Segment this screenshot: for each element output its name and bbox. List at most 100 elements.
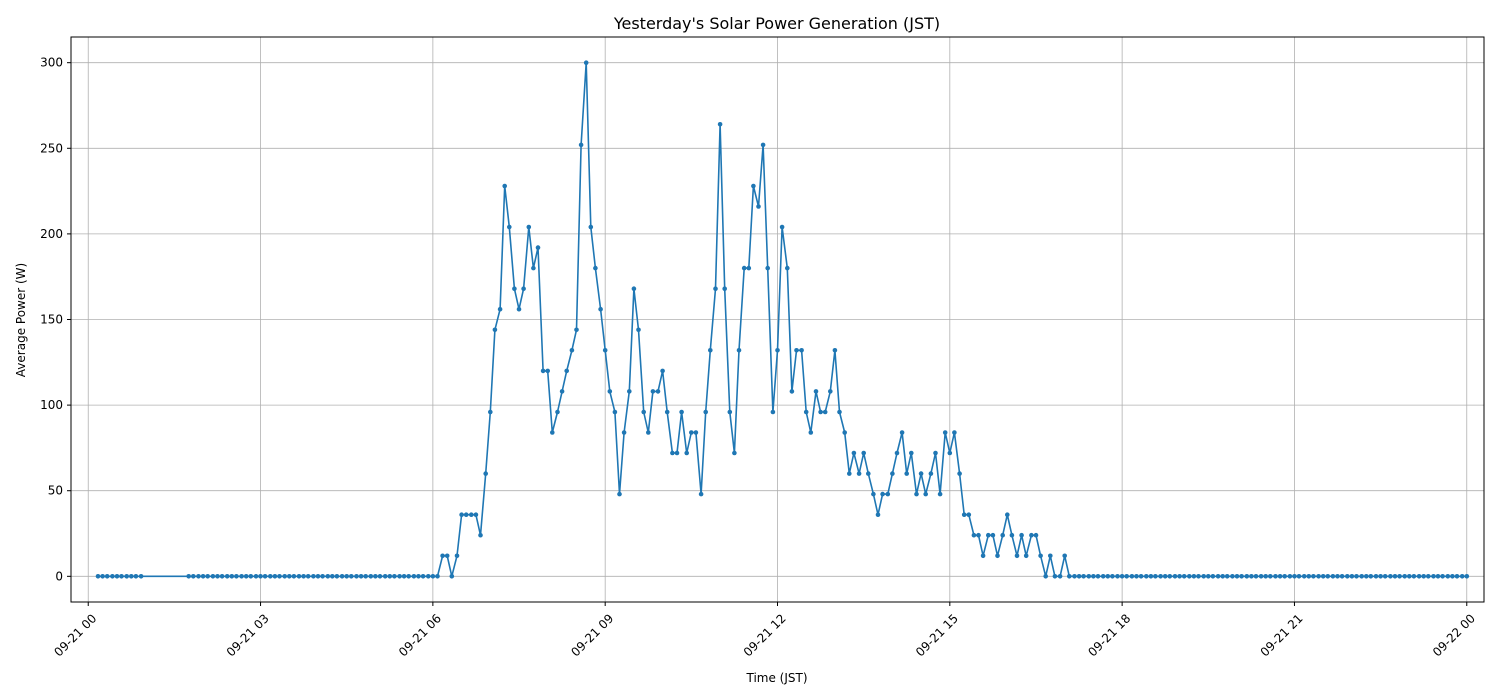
data-point [382,574,388,579]
data-point [593,265,598,271]
data-point [1052,574,1058,579]
data-point [636,327,641,333]
y-tick-label: 150 [40,313,63,327]
data-point [713,286,718,292]
data-point [899,430,905,435]
data-point [1273,574,1278,579]
series-layer [95,60,1470,579]
data-point [1459,574,1465,579]
data-point [114,574,120,579]
data-point [1349,574,1355,579]
data-point [698,491,704,497]
data-point [521,286,526,292]
data-point [339,574,345,579]
data-point [219,574,225,579]
data-point [588,224,594,230]
data-point [1234,574,1240,579]
data-point [301,574,306,579]
data-point [980,553,986,559]
data-point [1187,574,1192,579]
data-point [1306,574,1312,579]
data-point [828,389,833,394]
data-point [1095,574,1101,579]
data-point [449,574,455,579]
data-point [248,574,254,579]
data-point [799,348,804,353]
data-point [1206,574,1211,579]
data-point [1110,574,1115,579]
data-point [808,430,814,435]
data-point [1345,574,1350,579]
data-point [1158,574,1163,579]
data-point [488,409,493,415]
data-point [1086,574,1092,579]
data-point [282,574,288,579]
data-point [531,265,536,271]
data-point [866,471,871,476]
data-point [674,450,680,456]
data-point [344,574,350,579]
data-point [95,574,101,579]
data-point [952,430,957,435]
x-tick-label: 09-21 03 [224,611,272,659]
data-point [813,389,819,394]
data-point [1320,574,1326,579]
data-point [512,286,517,292]
data-point [124,574,129,579]
data-point [426,574,431,579]
data-point [918,471,924,476]
data-point [1230,574,1235,579]
data-point [186,574,191,579]
data-point [569,348,575,353]
data-point [1402,574,1407,579]
data-point [1191,574,1197,579]
data-point [1397,574,1402,579]
data-point [842,430,847,435]
data-point [847,471,852,476]
data-point [765,265,770,271]
data-point [904,471,909,476]
data-point [861,450,866,456]
data-point [650,389,656,394]
data-point [1416,574,1422,579]
data-point [1067,574,1072,579]
data-point [459,512,464,517]
data-point [703,409,708,415]
y-tick-label: 300 [40,56,63,70]
data-point [215,574,220,579]
data-point [555,409,560,415]
data-point [1316,574,1321,579]
data-point [966,512,972,517]
data-point [1072,574,1077,579]
x-axis-ticks: 09-21 00 09-21 03 09-21 06 09-21 09 09-21 12… [51,602,1478,659]
data-point [559,389,565,394]
data-point [507,224,512,230]
data-point [1301,574,1307,579]
data-point [325,574,331,579]
data-point [1339,574,1345,579]
x-axis-label: Time (JST) [745,671,807,685]
data-point [583,60,589,65]
data-point [607,389,613,394]
data-point [794,348,799,353]
data-point [239,574,244,579]
x-tick-label: 09-21 21 [1258,611,1306,659]
data-point [1048,553,1053,559]
data-point [358,574,364,579]
data-point [909,450,914,456]
data-point [200,574,206,579]
data-point [1100,574,1106,579]
data-point [1382,574,1388,579]
data-point [492,327,498,333]
data-point [961,512,967,517]
data-point [138,574,144,579]
data-point [914,491,919,497]
data-point [253,574,259,579]
data-point [406,574,412,579]
data-point [1268,574,1273,579]
data-point [268,574,273,579]
data-point [1076,574,1082,579]
data-point [104,574,110,579]
data-point [478,532,483,538]
data-point [1364,574,1369,579]
